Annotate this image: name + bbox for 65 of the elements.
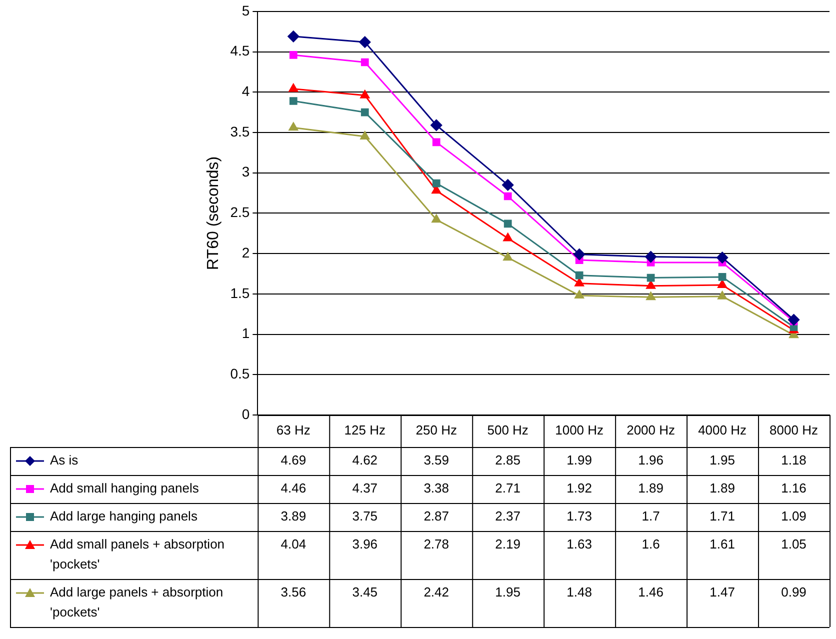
data-label: 4.04 — [280, 536, 306, 552]
y-tick-label: 3.5 — [230, 123, 250, 140]
data-label: 1.89 — [710, 480, 735, 496]
y-tick-label: 4 — [242, 82, 250, 99]
data-label: 1.92 — [566, 480, 592, 496]
data-label: 1.16 — [781, 480, 806, 496]
data-label: 1.89 — [638, 480, 664, 496]
data-label: 4.37 — [352, 480, 378, 496]
y-tick-label: 5 — [242, 2, 250, 18]
data-label: 1.95 — [495, 584, 520, 600]
y-tick-label: 1.5 — [230, 284, 250, 301]
x-tick-label: 8000 Hz — [770, 422, 818, 438]
data-label: 3.75 — [352, 508, 378, 524]
legend-label: Add small panels + absorption 'pockets' — [50, 536, 225, 572]
data-label: 1.6 — [642, 536, 660, 552]
y-tick-label: 4.5 — [230, 42, 250, 59]
x-tick-label: 63 Hz — [276, 422, 310, 438]
data-label: 2.42 — [424, 584, 450, 600]
data-label: 2.87 — [424, 508, 450, 524]
data-label: 1.96 — [638, 452, 664, 468]
data-label: 1.7 — [642, 508, 660, 524]
legend-label: As is — [50, 452, 79, 468]
data-label: 4.62 — [352, 452, 378, 468]
data-label: 1.18 — [781, 452, 806, 468]
data-label: 4.69 — [280, 452, 306, 468]
y-tick-label: 3 — [242, 164, 250, 180]
x-tick-label: 1000 Hz — [555, 422, 604, 438]
y-tick-label: 0.5 — [230, 366, 250, 382]
y-tick-label: 2.5 — [230, 204, 250, 220]
legend-label: Add large panels + absorption 'pockets' — [50, 584, 224, 620]
y-tick-label: 2 — [242, 244, 250, 260]
legend-label: Add small hanging panels — [50, 480, 200, 496]
data-label: 3.96 — [352, 536, 378, 552]
data-label: 3.56 — [280, 584, 306, 600]
data-label: 4.46 — [280, 480, 306, 496]
legend-label: Add large hanging panels — [50, 508, 198, 524]
y-axis-title: RT60 (seconds) — [205, 156, 222, 270]
data-label: 2.71 — [495, 480, 520, 496]
data-label: 3.59 — [424, 452, 450, 468]
data-label: 1.73 — [566, 508, 592, 524]
data-label: 3.38 — [424, 480, 450, 496]
data-label: 1.61 — [710, 536, 735, 552]
data-label: 1.05 — [781, 536, 806, 552]
data-label: 1.46 — [638, 584, 664, 600]
data-label: 2.37 — [495, 508, 520, 524]
x-tick-label: 2000 Hz — [626, 422, 676, 438]
data-label: 2.78 — [424, 536, 450, 552]
data-label: 1.48 — [566, 584, 592, 600]
data-label: 1.99 — [566, 452, 592, 468]
y-tick-label: 1 — [242, 325, 250, 342]
data-label: 2.85 — [495, 452, 520, 468]
data-label: 1.71 — [710, 508, 735, 524]
data-label: 0.99 — [781, 584, 806, 600]
y-tick-label: 0 — [242, 406, 250, 422]
data-label: 1.47 — [710, 584, 735, 600]
x-tick-label: 4000 Hz — [698, 422, 746, 438]
data-label: 1.63 — [566, 536, 592, 552]
data-label: 2.19 — [495, 536, 520, 552]
data-label: 3.89 — [280, 508, 306, 524]
data-label: 1.95 — [710, 452, 735, 468]
x-tick-label: 500 Hz — [487, 422, 528, 438]
data-label: 1.09 — [781, 508, 806, 524]
data-label: 3.45 — [352, 584, 378, 600]
x-tick-label: 125 Hz — [344, 422, 386, 438]
x-tick-label: 250 Hz — [416, 422, 457, 438]
